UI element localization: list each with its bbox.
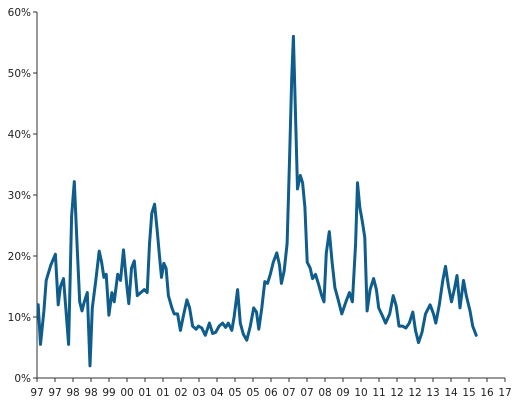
x-tick-label: 05	[228, 387, 241, 399]
x-tick-label: 11	[372, 387, 385, 399]
y-tick-label: 30%	[8, 190, 31, 202]
x-tick-label: 97	[30, 387, 43, 399]
y-tick-label: 50%	[8, 68, 31, 80]
x-tick-label: 04	[210, 387, 224, 399]
y-axis-ticks: 0% 10% 20% 30% 40% 50% 60%	[8, 7, 37, 385]
x-tick-label: 07	[300, 387, 313, 399]
x-tick-label: 97	[48, 387, 61, 399]
x-tick-label: 12	[390, 387, 403, 399]
x-tick-label: 02	[174, 387, 187, 399]
series-lines	[36, 34, 478, 368]
x-tick-label: 13	[426, 387, 439, 399]
x-tick-label: 12	[408, 387, 421, 399]
x-axis-ticks: 97 97 98 98 99 00 01 01 02 03 04 05 05 06 07 07 08 09 10 11…	[30, 378, 512, 399]
x-tick-label: 00	[120, 387, 133, 399]
series-line	[36, 34, 478, 368]
x-tick-label: 10	[354, 387, 367, 399]
x-tick-label: 08	[318, 387, 331, 399]
x-tick-label: 03	[192, 387, 205, 399]
x-tick-label: 99	[102, 387, 115, 399]
x-tick-label: 05	[246, 387, 259, 399]
x-tick-label: 09	[336, 387, 349, 399]
y-tick-label: 0%	[14, 373, 31, 385]
y-tick-label: 20%	[8, 251, 31, 263]
x-tick-label: 07	[282, 387, 295, 399]
y-tick-label: 10%	[8, 312, 31, 324]
x-tick-label: 98	[84, 387, 97, 399]
x-tick-label: 14	[444, 387, 458, 399]
x-tick-label: 98	[66, 387, 79, 399]
x-tick-label: 06	[264, 387, 278, 399]
x-tick-label: 15	[462, 387, 475, 399]
x-tick-label: 17	[498, 387, 511, 399]
x-tick-label: 01	[138, 387, 151, 399]
y-tick-label: 40%	[8, 129, 31, 141]
y-tick-label: 60%	[8, 7, 31, 19]
x-tick-label: 01	[156, 387, 169, 399]
x-tick-label: 16	[480, 387, 494, 399]
